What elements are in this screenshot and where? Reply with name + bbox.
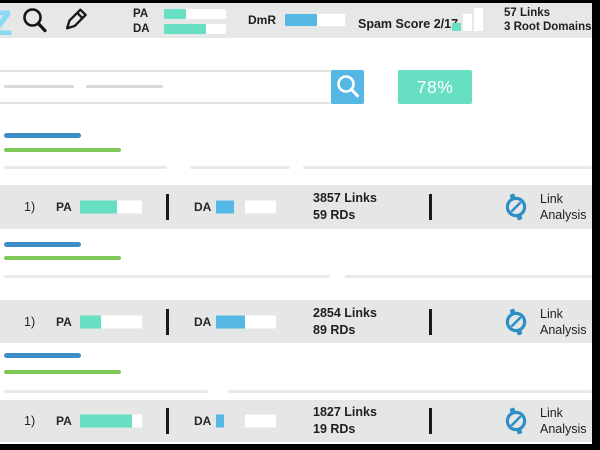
dmr-meter-fill (285, 14, 317, 26)
result-url-placeholder (4, 148, 121, 152)
da-meter (164, 23, 226, 34)
links-count: 2854 Links (313, 305, 377, 320)
da-meter-track (245, 414, 276, 428)
da-meter-fill (216, 414, 224, 428)
dmr-meter (285, 14, 345, 26)
links-stats: 2854 Links 89 RDs (313, 305, 377, 339)
result-rank: 1) (24, 314, 36, 329)
links-count: 1827 Links (313, 405, 377, 419)
result-metrics-row: 1) PA DA 2854 Links 89 RDs Link Analysis (0, 300, 592, 343)
pa-meter-fill (80, 315, 101, 328)
score-badge[interactable]: 78% (398, 70, 472, 104)
result-metrics-row: 1) PA DA 3857 Links 59 RDs Link Analysis (0, 185, 592, 229)
da-meter-fill (216, 200, 234, 214)
links-count: 57 Links (504, 7, 551, 19)
pa-label: PA (133, 7, 149, 20)
top-metrics-bar: z PA DA DmR (0, 0, 592, 42)
result-rank: 1) (24, 414, 36, 428)
link-analysis-icon[interactable] (502, 308, 530, 336)
viewport-border-top (0, 0, 600, 3)
pa-meter-fill (80, 414, 132, 428)
spam-score-text: Spam Score 2/17 (358, 17, 459, 31)
link-analysis-icon[interactable] (502, 193, 530, 221)
root-domains-count: 89 RDs (313, 322, 356, 337)
bar-chart-icon-bar2 (463, 14, 472, 31)
pa-metric: PA (133, 7, 226, 20)
result-title-placeholder (4, 133, 81, 138)
da-meter-track (245, 200, 276, 214)
da-label: DA (133, 22, 150, 35)
search-input[interactable] (0, 70, 334, 104)
link-analysis-link[interactable]: Link Analysis (540, 406, 587, 436)
search-icon[interactable] (21, 7, 49, 35)
link-analysis-icon[interactable] (502, 407, 530, 435)
dmr-label: DmR (248, 13, 277, 27)
link-analysis-link[interactable]: Link Analysis (540, 192, 587, 222)
result-metrics-row: 1) PA DA 1827 Links 19 RDs Link Analysis (0, 400, 592, 442)
search-placeholder-line (4, 85, 74, 88)
da-meter-fill (216, 315, 245, 328)
da-meter (216, 414, 276, 428)
text-placeholder-line (345, 275, 592, 278)
pa-meter (80, 200, 142, 214)
da-label: DA (194, 200, 212, 214)
links-stats: 1827 Links 19 RDs (313, 404, 377, 438)
pa-meter-fill (164, 8, 186, 19)
pa-meter-fill (80, 200, 117, 214)
viewport-border-bottom (0, 444, 600, 450)
da-metric: DA (133, 22, 226, 35)
pa-meter (164, 8, 226, 19)
moz-logo: z (0, 0, 13, 45)
search-placeholder-line (86, 85, 163, 88)
pa-meter (80, 315, 142, 328)
result-url-placeholder (4, 256, 121, 260)
divider (429, 308, 432, 335)
pa-label: PA (56, 314, 72, 329)
da-meter-fill (164, 23, 206, 34)
search-icon (336, 75, 359, 98)
search-button[interactable] (331, 70, 364, 104)
result-rank: 1) (24, 200, 36, 214)
da-label: DA (194, 314, 212, 329)
dmr-metric: DmR (248, 13, 345, 27)
pa-meter (80, 414, 142, 428)
bar-chart-icon-bar1 (452, 23, 461, 31)
text-placeholder-line (303, 166, 592, 169)
text-placeholder-line (228, 390, 592, 393)
text-placeholder-line (4, 275, 330, 278)
da-meter (216, 200, 276, 214)
text-placeholder-line (4, 390, 208, 393)
root-domains-count: 19 RDs (313, 422, 356, 436)
root-domains-count: 3 Root Domains (504, 21, 592, 33)
divider (166, 194, 169, 220)
bar-chart-icon (452, 8, 483, 31)
links-count: 3857 Links (313, 191, 377, 205)
result-title-placeholder (4, 353, 81, 358)
edit-pencil-icon[interactable] (58, 5, 90, 37)
viewport-border-right (592, 0, 600, 450)
result-url-placeholder (4, 370, 121, 374)
da-meter-track (245, 315, 276, 328)
da-label: DA (194, 414, 212, 428)
result-title-placeholder (4, 242, 81, 247)
link-analysis-link[interactable]: Link Analysis (540, 306, 587, 337)
root-domains-count: 59 RDs (313, 208, 356, 222)
divider (166, 308, 169, 335)
bar-chart-icon-bar3 (474, 8, 483, 31)
links-summary: 57 Links 3 Root Domains (504, 6, 592, 34)
links-stats: 3857 Links 59 RDs (313, 190, 377, 224)
divider (429, 408, 432, 434)
text-placeholder-line (4, 166, 167, 169)
divider (166, 408, 169, 434)
pa-label: PA (56, 200, 72, 214)
text-placeholder-line (190, 166, 290, 169)
pa-label: PA (56, 414, 72, 428)
divider (429, 194, 432, 220)
da-meter (216, 315, 276, 328)
